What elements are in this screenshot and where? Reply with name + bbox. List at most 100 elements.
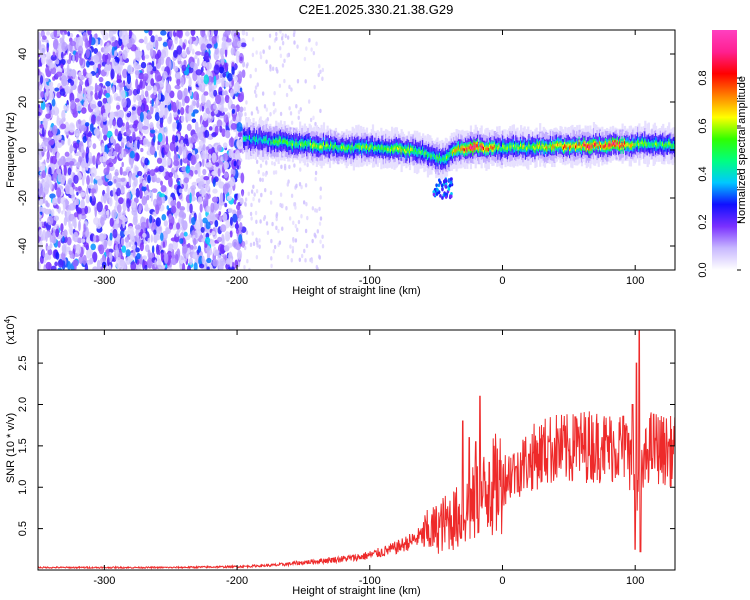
noise-blob <box>240 172 245 184</box>
noise-blob <box>93 127 100 136</box>
noise-blob <box>76 161 81 168</box>
noise-blob <box>206 249 211 261</box>
noise-blob <box>286 35 290 40</box>
noise-blob <box>111 46 115 56</box>
noise-blob <box>75 132 79 140</box>
noise-blob <box>90 188 97 194</box>
band-segment <box>535 146 538 149</box>
band-segment <box>297 143 301 147</box>
noise-blob <box>234 193 239 201</box>
noise-blob <box>214 249 220 257</box>
noise-blob <box>168 176 173 188</box>
noise-blob <box>103 240 108 250</box>
band-segment <box>303 142 307 147</box>
noise-blob <box>205 221 211 230</box>
band-segment <box>309 142 312 146</box>
noise-blob <box>173 112 178 118</box>
band-segment <box>373 147 376 151</box>
noise-blob <box>128 30 132 39</box>
noise-blob <box>223 81 230 88</box>
noise-blob <box>321 67 325 73</box>
noise-blob <box>134 140 138 152</box>
noise-blob <box>279 53 283 59</box>
band-segment <box>242 136 246 140</box>
noise-blob <box>257 198 261 203</box>
noise-blob <box>272 249 276 254</box>
band-segment <box>308 141 311 145</box>
band-segment <box>609 143 612 146</box>
noise-blob <box>68 122 75 133</box>
noise-blob <box>83 170 87 180</box>
band-segment <box>332 146 335 150</box>
noise-blob <box>205 162 213 168</box>
noise-blob <box>52 38 59 50</box>
noise-blob <box>269 190 273 196</box>
band-segment <box>328 146 332 150</box>
band-segment <box>282 139 285 144</box>
band-segment <box>369 145 372 149</box>
noise-blob <box>286 53 289 58</box>
noise-blob <box>229 230 233 238</box>
noise-blob <box>39 84 43 91</box>
noise-blob <box>189 61 195 69</box>
noise-blob <box>170 200 177 207</box>
noise-blob <box>67 137 71 146</box>
noise-blob <box>188 257 193 266</box>
noise-blob <box>219 111 225 116</box>
noise-blob <box>131 106 136 111</box>
noise-blob <box>244 197 248 202</box>
noise-blob <box>221 104 224 114</box>
noise-blob <box>156 224 163 235</box>
noise-blob <box>300 214 303 219</box>
band-segment <box>666 143 670 147</box>
noise-blob <box>195 178 201 184</box>
noise-blob <box>156 63 161 70</box>
band-segment <box>572 143 575 147</box>
noise-blob <box>125 256 132 265</box>
noise-blob <box>155 39 159 51</box>
band-segment <box>613 142 616 145</box>
noise-blob <box>81 175 85 186</box>
band-segment <box>248 135 252 140</box>
band-segment <box>522 145 525 149</box>
noise-blob <box>131 114 137 121</box>
band-segment <box>484 146 487 151</box>
noise-blob <box>122 171 128 176</box>
band-segment <box>478 147 481 152</box>
noise-blob <box>211 35 218 45</box>
noise-blob <box>176 201 181 209</box>
noise-blob <box>222 192 226 203</box>
noise-blob <box>185 31 190 37</box>
noise-blob <box>67 31 71 37</box>
noise-blob <box>155 177 161 184</box>
noise-blob <box>51 235 57 244</box>
band-segment <box>628 144 631 148</box>
noise-blob <box>275 216 278 222</box>
noise-blob <box>181 64 187 72</box>
noise-blob <box>315 41 318 46</box>
noise-blob <box>319 108 322 114</box>
noise-blob <box>200 226 205 233</box>
noise-blob <box>198 140 204 146</box>
noise-blob <box>146 42 151 51</box>
band-segment <box>662 142 665 146</box>
noise-blob <box>185 165 191 174</box>
noise-blob <box>195 51 202 56</box>
noise-blob <box>60 123 67 130</box>
band-segment <box>443 158 446 161</box>
noise-blob <box>84 122 90 127</box>
noise-blob <box>230 104 236 110</box>
noise-blob <box>212 104 217 110</box>
noise-blob <box>222 152 229 162</box>
noise-blob <box>166 156 172 166</box>
noise-blob <box>306 215 309 221</box>
band-segment <box>359 144 363 148</box>
noise-blob <box>214 219 219 228</box>
noise-blob <box>121 245 127 253</box>
noise-blob <box>181 166 187 172</box>
band-segment <box>326 143 329 147</box>
band-segment <box>334 144 338 147</box>
noise-blob <box>122 49 128 60</box>
band-segment <box>433 155 437 158</box>
noise-blob <box>256 243 259 248</box>
